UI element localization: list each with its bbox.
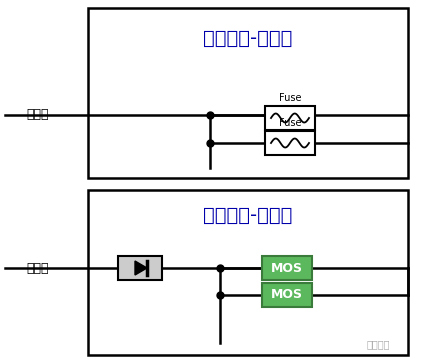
Bar [265, 131, 315, 155]
Text: Fuse: Fuse [279, 93, 301, 103]
Bar [88, 190, 408, 355]
Bar [262, 283, 312, 307]
Bar [262, 256, 312, 280]
Bar [118, 256, 162, 280]
Text: 九草智驾: 九草智驾 [366, 339, 390, 349]
Text: 蓄电池: 蓄电池 [27, 261, 49, 274]
Bar [88, 8, 408, 178]
Polygon shape [135, 261, 147, 275]
Text: 智能架构-配电盒: 智能架构-配电盒 [203, 205, 293, 224]
Text: 蓄电池: 蓄电池 [27, 109, 49, 122]
Text: Fuse: Fuse [279, 118, 301, 128]
Text: MOS: MOS [271, 261, 303, 274]
Bar [265, 106, 315, 130]
Text: 传统架构-配电盒: 传统架构-配电盒 [203, 29, 293, 48]
Text: MOS: MOS [271, 289, 303, 302]
